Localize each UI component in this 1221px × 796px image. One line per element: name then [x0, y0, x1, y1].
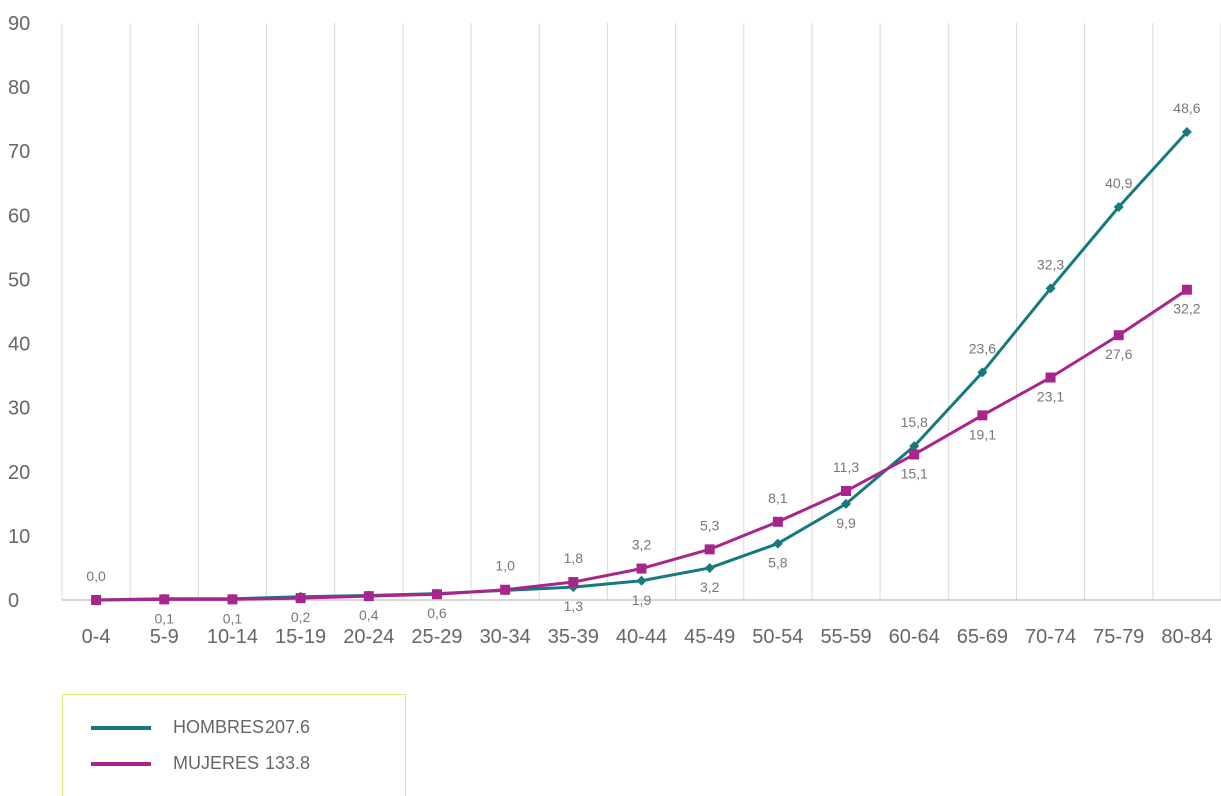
marker-mujeres — [295, 593, 306, 604]
marker-mujeres — [227, 594, 238, 605]
data-label-hombres: 32,3 — [1037, 256, 1064, 272]
y-tick-label: 10 — [8, 526, 30, 548]
x-tick-label: 55-59 — [820, 626, 871, 648]
y-tick-label: 50 — [8, 269, 30, 291]
data-label-mujeres: 0,2 — [291, 609, 311, 625]
legend-label-hombres: HOMBRES — [173, 717, 265, 737]
x-tick-label: 10-14 — [207, 626, 258, 648]
legend-swatch-mujeres — [91, 761, 151, 766]
marker-mujeres — [909, 449, 920, 460]
marker-mujeres — [704, 544, 715, 555]
marker-mujeres — [1113, 330, 1124, 341]
data-label-mujeres: 0,6 — [427, 605, 447, 621]
x-tick-label: 20-24 — [343, 626, 394, 648]
data-label-mujeres: 23,1 — [1037, 389, 1064, 405]
data-label-hombres: 5,8 — [768, 555, 788, 571]
x-tick-label: 75-79 — [1093, 626, 1144, 648]
data-label-mujeres: 5,3 — [700, 517, 720, 533]
legend-swatch-hombres — [91, 725, 151, 730]
data-label-mujeres: 15,1 — [901, 465, 928, 481]
y-tick-label: 80 — [8, 77, 30, 99]
y-tick-label: 70 — [8, 141, 30, 163]
marker-hombres — [636, 575, 647, 586]
data-label-mujeres: 0,1 — [155, 610, 175, 626]
x-tick-label: 50-54 — [752, 626, 803, 648]
x-tick-label: 0-4 — [82, 626, 111, 648]
y-tick-label: 30 — [8, 398, 30, 420]
marker-mujeres — [772, 516, 783, 527]
x-tick-label: 45-49 — [684, 626, 735, 648]
marker-mujeres — [159, 594, 170, 605]
y-tick-label: 40 — [8, 334, 30, 356]
marker-mujeres — [977, 410, 988, 421]
marker-mujeres — [841, 486, 852, 497]
marker-mujeres — [363, 591, 374, 602]
data-label-hombres: 3,2 — [700, 579, 720, 595]
marker-hombres — [1181, 126, 1192, 137]
line-chart: 0 10 20 30 40 50 60 70 80 90 0-4 5-9 10-14 15-19 20-2… — [8, 13, 1221, 648]
data-label-hombres: 23,6 — [969, 340, 996, 356]
data-label-mujeres: 8,1 — [768, 490, 788, 506]
y-tick-label: 20 — [8, 462, 30, 484]
marker-mujeres — [1045, 372, 1056, 383]
legend: HOMBRES 207.6 MUJERES 133.8 — [62, 694, 406, 796]
x-tick-label: 70-74 — [1025, 626, 1076, 648]
data-label-mujeres: 0,4 — [359, 607, 379, 623]
marker-hombres — [841, 498, 852, 509]
data-label-mujeres: 27,6 — [1105, 346, 1132, 362]
x-tick-label: 30-34 — [480, 626, 531, 648]
data-label-mujeres: 32,2 — [1173, 301, 1200, 317]
y-tick-label: 90 — [8, 13, 30, 35]
x-tick-label: 40-44 — [616, 626, 667, 648]
legend-value-mujeres: 133.8 — [265, 753, 311, 773]
x-tick-label: 65-69 — [957, 626, 1008, 648]
y-tick-label: 0 — [8, 590, 19, 612]
legend-value-hombres: 207.6 — [265, 717, 311, 737]
data-label-mujeres: 19,1 — [969, 426, 996, 442]
marker-hombres — [1113, 201, 1124, 212]
marker-mujeres — [500, 584, 511, 595]
x-tick-label: 25-29 — [411, 626, 462, 648]
data-label-mujeres: 11,3 — [833, 459, 859, 475]
y-tick-label: 60 — [8, 205, 30, 227]
x-tick-label: 35-39 — [548, 626, 599, 648]
grid-lines — [61, 23, 1221, 601]
marker-mujeres — [636, 563, 647, 574]
series-line-hombres — [96, 130, 1189, 602]
data-label-hombres: 40,9 — [1105, 175, 1132, 191]
data-label-mujeres: 3,2 — [632, 537, 652, 553]
series-markers — [91, 126, 1192, 605]
marker-hombres — [1045, 283, 1056, 294]
data-label-hombres: 1,3 — [564, 598, 584, 614]
data-label-hombres: 15,8 — [901, 414, 928, 430]
marker-hombres — [772, 538, 783, 549]
marker-mujeres — [91, 595, 102, 605]
series-lines — [96, 130, 1189, 602]
data-label-mujeres: 1,0 — [495, 558, 515, 574]
data-label-hombres: 48,6 — [1173, 100, 1200, 116]
marker-hombres — [909, 441, 920, 452]
series-line-mujeres — [96, 288, 1188, 602]
data-label-hombres: 9,9 — [836, 515, 856, 531]
legend-item-mujeres: MUJERES 133.8 — [91, 753, 310, 774]
data-label-mujeres: 1,8 — [564, 550, 584, 566]
legend-label-mujeres: MUJERES — [173, 753, 260, 773]
x-tick-label: 80-84 — [1161, 626, 1212, 648]
data-labels: 1,3 1,9 3,2 5,8 9,9 15,8 23,6 32,3 40,9 48,6 0,0 0,… — [86, 100, 1200, 626]
data-label-mujeres: 0,1 — [223, 610, 243, 626]
data-label-hombres: 1,9 — [632, 592, 652, 608]
x-axis-ticks: 0-4 5-9 10-14 15-19 20-24 25-29 30-34 35-39 40-4… — [82, 626, 1213, 648]
marker-mujeres — [431, 589, 442, 600]
marker-hombres — [977, 367, 988, 378]
data-label-mujeres: 0,0 — [86, 568, 106, 584]
legend-item-hombres: HOMBRES 207.6 — [91, 717, 310, 738]
x-tick-label: 5-9 — [150, 626, 179, 648]
marker-mujeres — [568, 577, 579, 588]
x-tick-label: 15-19 — [275, 626, 326, 648]
marker-hombres — [704, 562, 715, 573]
x-tick-label: 60-64 — [889, 626, 940, 648]
marker-mujeres — [1181, 284, 1192, 295]
y-axis-ticks: 0 10 20 30 40 50 60 70 80 90 — [8, 13, 30, 612]
